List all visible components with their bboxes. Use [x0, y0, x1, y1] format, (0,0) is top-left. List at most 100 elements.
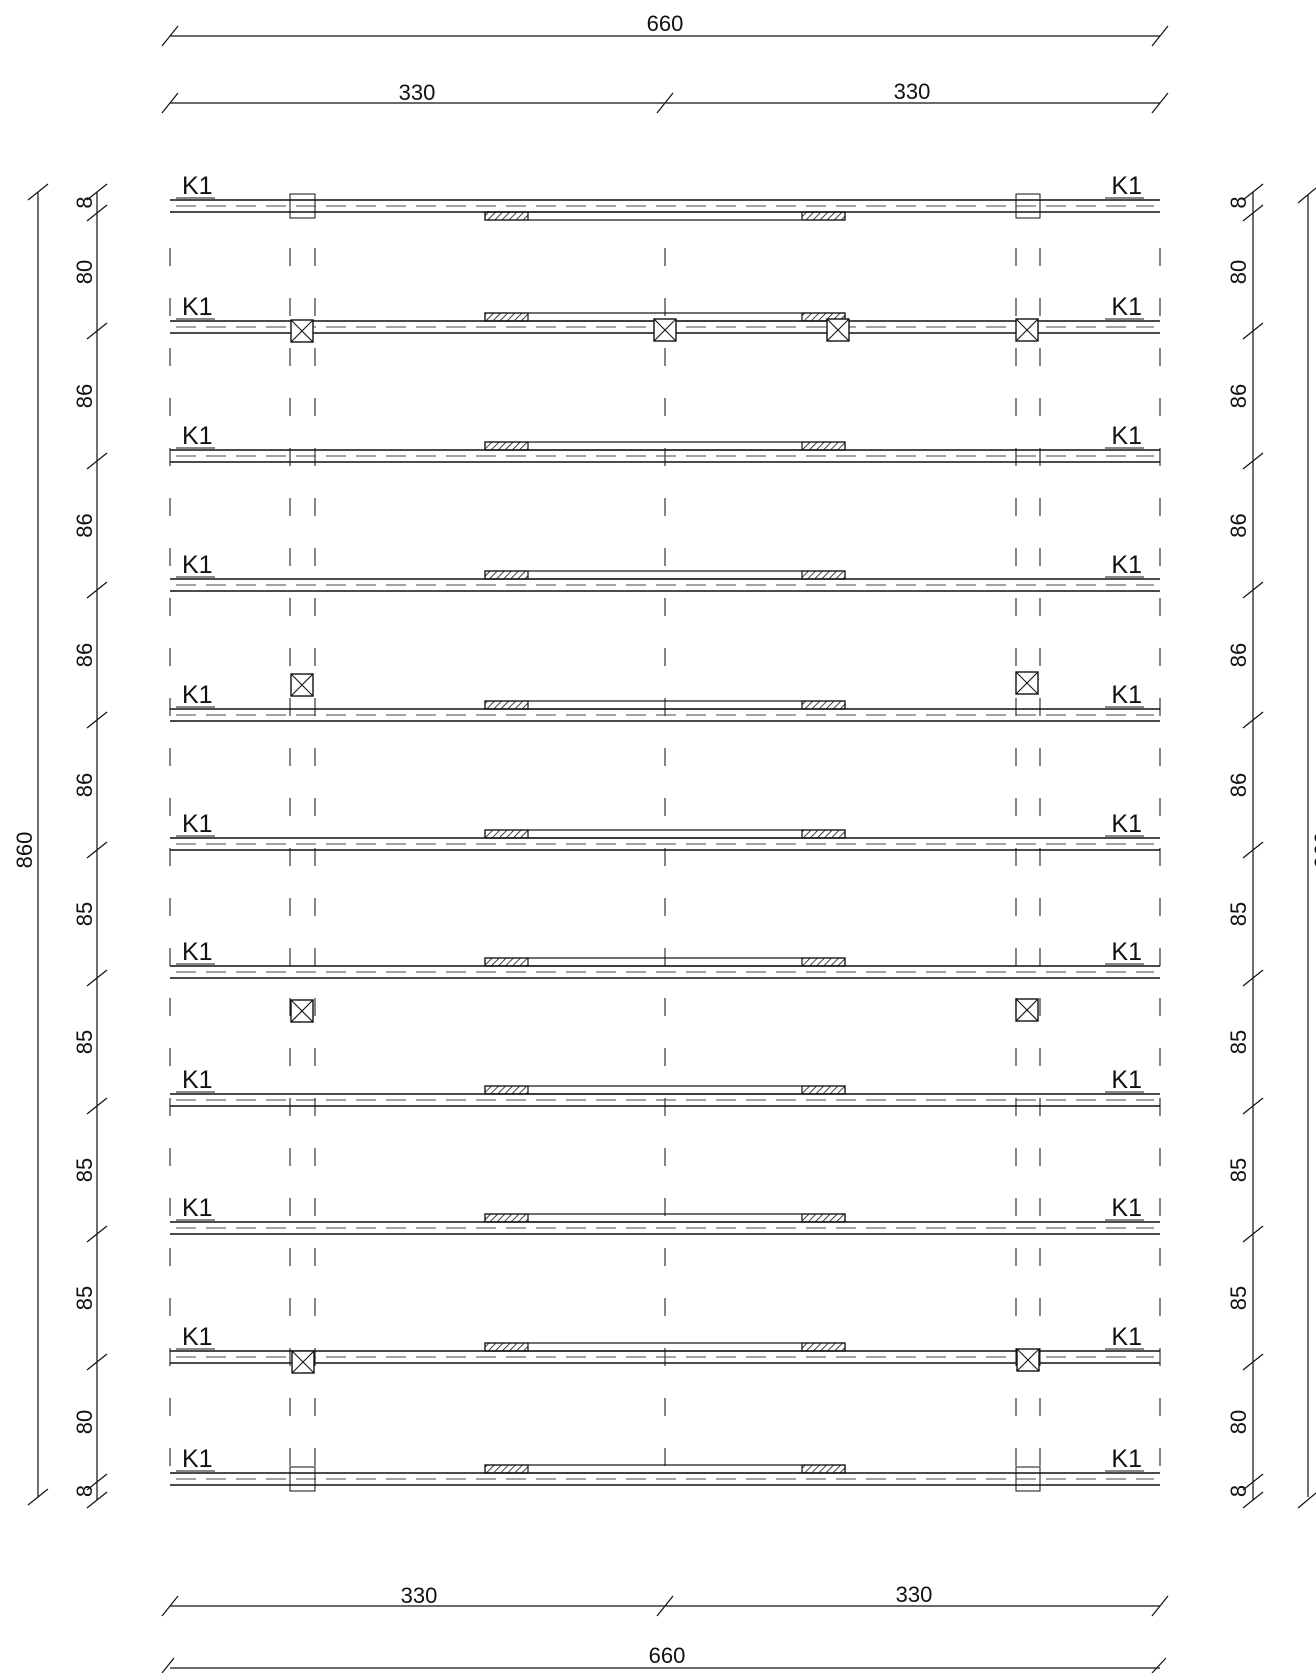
beam: K1 K1 — [170, 938, 1160, 979]
hatched-block-right — [801, 829, 846, 839]
segment-dim: 85 — [72, 902, 97, 926]
dim-tick — [1242, 1473, 1264, 1491]
dim-tick — [1242, 204, 1264, 222]
dim-tick — [86, 1225, 108, 1243]
segment-dim: 85 — [72, 1030, 97, 1054]
beam-label-right: K1 — [1111, 681, 1142, 709]
segment-dim: 86 — [72, 643, 97, 667]
beam: K1 K1 — [170, 172, 1160, 221]
post-cross — [826, 318, 850, 342]
dim-tick — [86, 322, 108, 340]
segment-dim: 8 — [72, 1485, 97, 1497]
end-bracket — [289, 1466, 316, 1492]
dim-tick — [86, 1473, 108, 1491]
post-cross — [290, 319, 314, 343]
top-dimensions — [161, 25, 1169, 114]
beam-label-right: K1 — [1111, 938, 1142, 966]
hatched-block-left — [484, 211, 529, 221]
beam-label-left: K1 — [182, 810, 213, 838]
dim-tick — [86, 452, 108, 470]
dim-tick — [1242, 969, 1264, 987]
dim-tick — [1242, 322, 1264, 340]
segment-dim: 80 — [72, 260, 97, 284]
dim-tick — [86, 183, 108, 201]
beam-label-left: K1 — [182, 938, 213, 966]
segment-dim: 85 — [72, 1286, 97, 1310]
post-cross — [1015, 998, 1039, 1022]
hatched-block-right — [801, 312, 846, 322]
beam-label-right: K1 — [1111, 1066, 1142, 1094]
post-markers — [289, 193, 1041, 1492]
left-dimension-ticks: 8 80 86 86 86 86 85 85 85 85 80 8 — [72, 183, 108, 1509]
dim-tick — [86, 581, 108, 599]
dim-tick — [1242, 1491, 1264, 1509]
beam-label-right: K1 — [1111, 551, 1142, 579]
dim-tick — [86, 204, 108, 222]
beam-label-left: K1 — [182, 293, 213, 321]
vertical-gridlines — [169, 248, 1161, 1475]
post-cross — [1015, 318, 1039, 342]
dim-tick — [1242, 711, 1264, 729]
dim-tick — [1242, 183, 1264, 201]
beam-label-left: K1 — [182, 1323, 213, 1351]
post-cross — [653, 318, 677, 342]
beam-label-left: K1 — [182, 1066, 213, 1094]
segment-dim: 86 — [72, 384, 97, 408]
hatched-block-left — [484, 1213, 529, 1223]
top-overall-dim: 660 — [647, 11, 684, 36]
post — [1015, 318, 1039, 342]
post — [1016, 1348, 1040, 1372]
end-bracket — [1015, 193, 1041, 219]
beam: K1 K1 — [170, 1445, 1160, 1486]
post-cross — [1015, 671, 1039, 695]
beam: K1 K1 — [170, 1066, 1160, 1107]
dim-tick — [86, 711, 108, 729]
post-cross — [1016, 1348, 1040, 1372]
beam-label-right: K1 — [1111, 810, 1142, 838]
bottom-half-dim-right: 330 — [896, 1582, 933, 1607]
segment-dim: 85 — [1226, 1158, 1251, 1182]
beam-label-left: K1 — [182, 681, 213, 709]
hatched-block-left — [484, 829, 529, 839]
segment-dim: 80 — [1226, 260, 1251, 284]
post — [653, 318, 677, 342]
beam-label-right: K1 — [1111, 1323, 1142, 1351]
beam-label-right: K1 — [1111, 172, 1142, 200]
hatched-block-right — [801, 1085, 846, 1095]
left-dimensions — [27, 183, 98, 1506]
dim-tick — [86, 1097, 108, 1115]
post — [290, 999, 314, 1023]
hatched-block-left — [484, 1085, 529, 1095]
hatched-block-right — [801, 570, 846, 580]
segment-dim: 8 — [72, 196, 97, 208]
segment-dim: 85 — [1226, 902, 1251, 926]
post — [1015, 671, 1039, 695]
hatched-block-right — [801, 700, 846, 710]
dim-tick — [86, 1491, 108, 1509]
hatched-block-right — [801, 1464, 846, 1474]
dim-tick — [1242, 1225, 1264, 1243]
beam: K1 K1 — [170, 422, 1160, 463]
bottom-half-dim-left: 330 — [401, 1583, 438, 1608]
beam-label-right: K1 — [1111, 422, 1142, 450]
hatched-block-right — [801, 211, 846, 221]
segment-dim: 8 — [1226, 196, 1251, 208]
dim-tick — [1242, 841, 1264, 859]
dim-tick — [86, 1353, 108, 1371]
connection-plate — [484, 211, 846, 221]
post-cross — [290, 999, 314, 1023]
top-half-dim-left: 330 — [399, 80, 436, 105]
end-bracket — [1015, 1466, 1041, 1492]
segment-dim: 80 — [72, 1410, 97, 1434]
post — [1015, 998, 1039, 1022]
dim-tick — [86, 969, 108, 987]
connection-plate — [484, 1464, 846, 1474]
segment-dim: 85 — [1226, 1030, 1251, 1054]
beam-label-left: K1 — [182, 1194, 213, 1222]
left-overall-dim: 860 — [12, 832, 37, 869]
right-dimension-ticks: 8 80 86 86 86 86 85 85 85 85 80 8 — [1226, 183, 1264, 1509]
beam: K1 K1 — [170, 551, 1160, 592]
post-cross — [290, 673, 314, 697]
segment-dim: 86 — [1226, 773, 1251, 797]
hatched-block-right — [801, 957, 846, 967]
